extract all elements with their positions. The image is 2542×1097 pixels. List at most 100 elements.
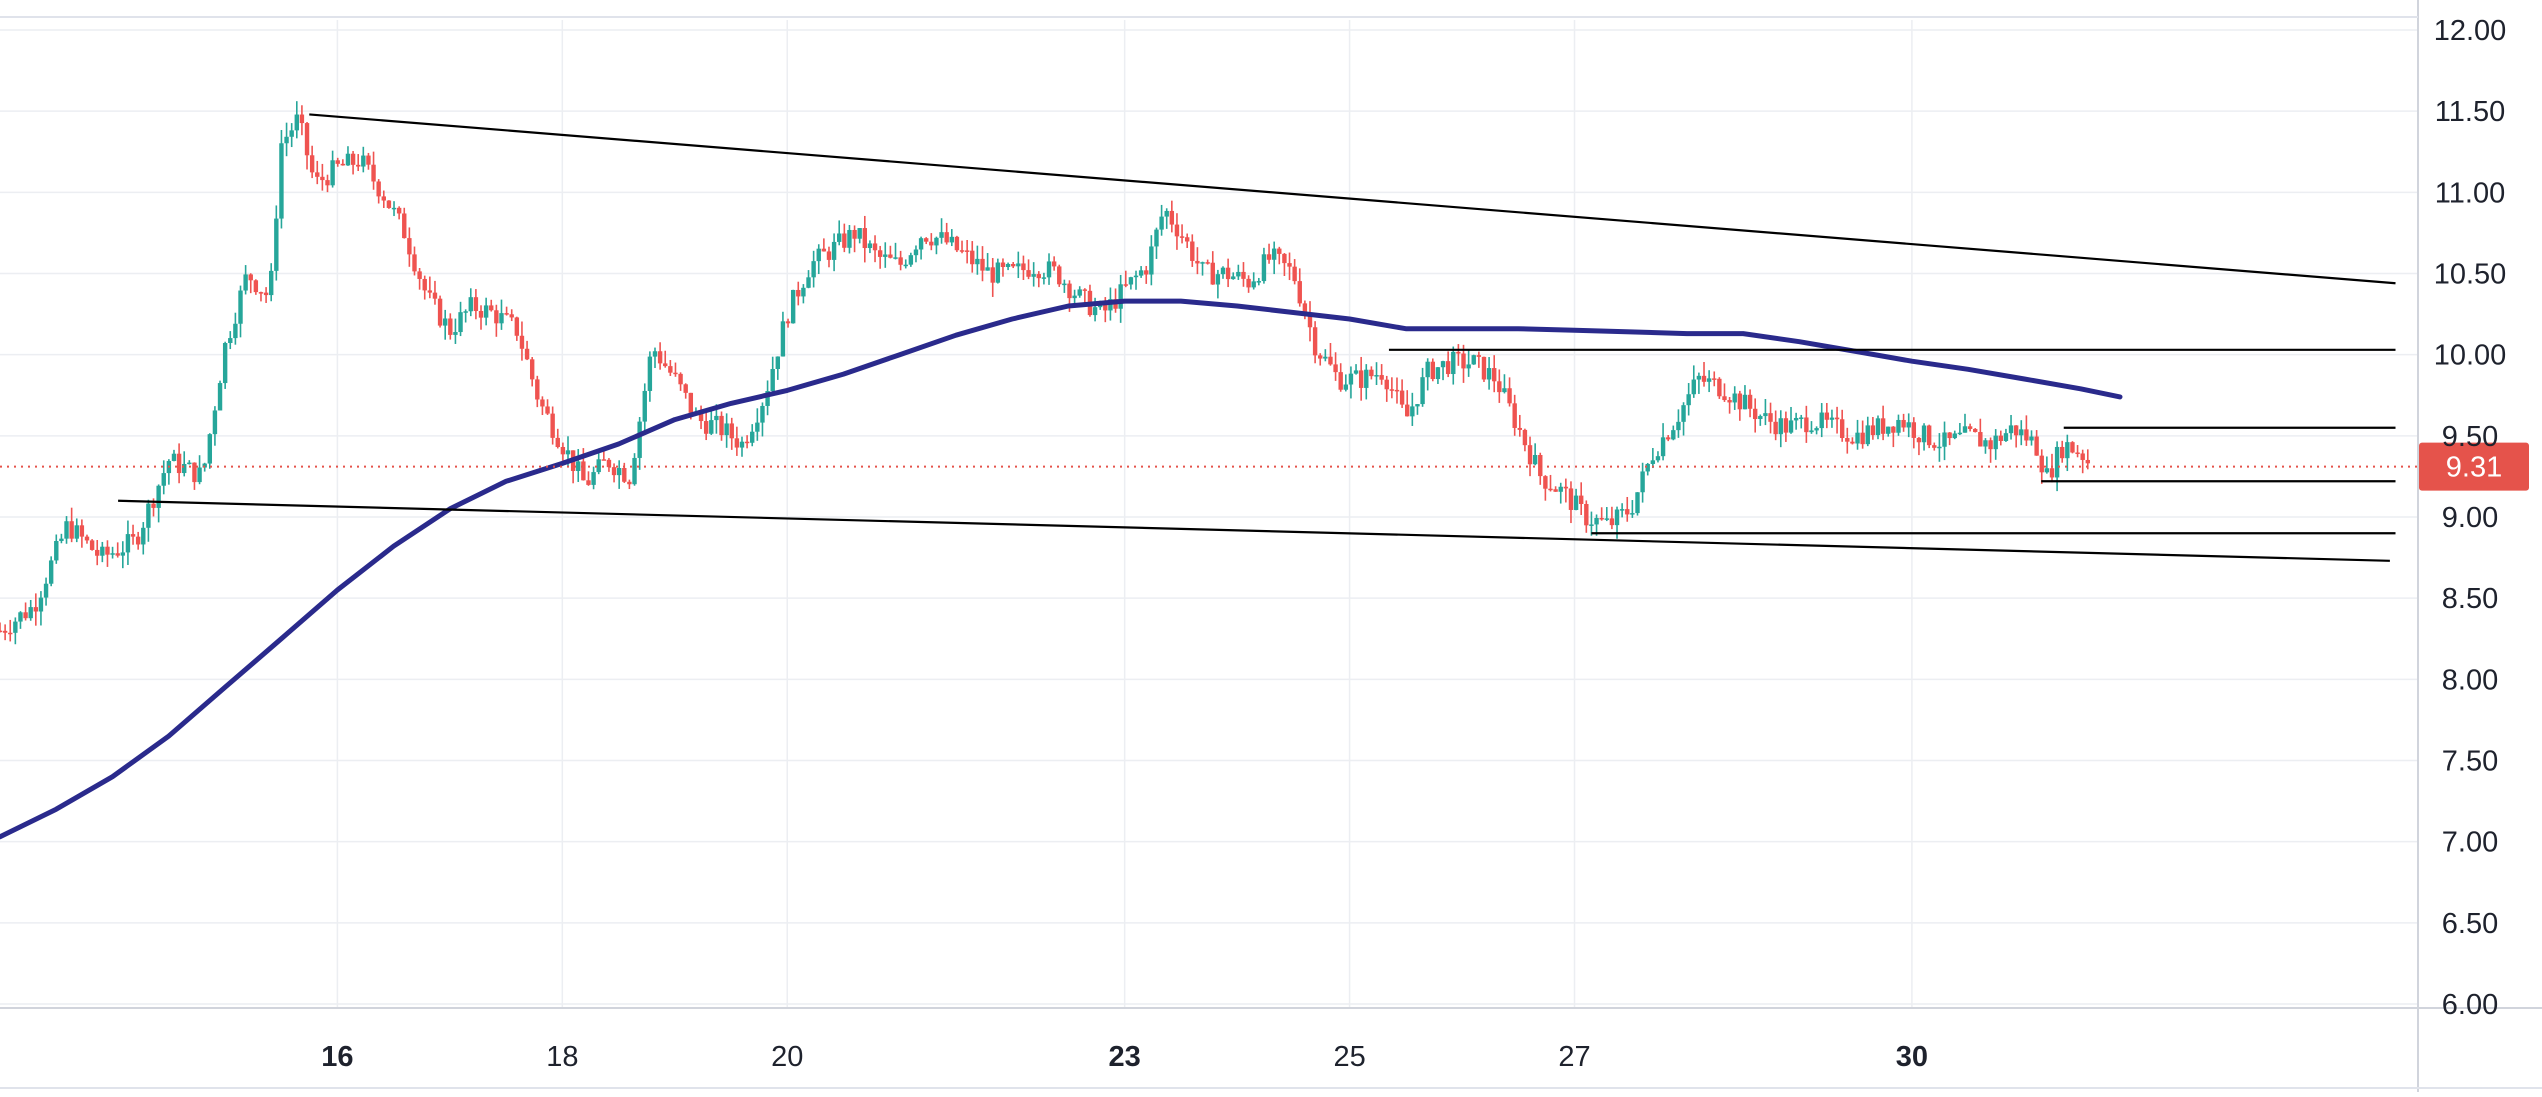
candle-body	[391, 207, 397, 210]
candle-body	[1410, 406, 1415, 417]
candle-body	[1415, 404, 1420, 407]
candle-body	[2013, 425, 2019, 436]
candle-body	[1231, 276, 1236, 280]
candle-body	[1532, 455, 1538, 465]
candle-body	[540, 399, 545, 407]
candle-body	[176, 453, 182, 474]
candle-body	[315, 172, 320, 177]
candle-body	[8, 632, 13, 635]
y-tick-label: 12.00	[2434, 15, 2507, 47]
candle-body	[2039, 455, 2044, 473]
candle-body	[1092, 307, 1098, 316]
x-tick-label: 20	[771, 1041, 803, 1073]
candle-body	[837, 233, 842, 242]
candle-body	[1655, 456, 1661, 461]
candle-body	[2054, 446, 2060, 478]
candle-body	[1046, 261, 1052, 278]
candle-body	[1318, 355, 1323, 359]
candle-body	[872, 243, 878, 251]
candle-body	[535, 379, 540, 400]
candle-body	[335, 160, 340, 164]
candle-body	[1691, 379, 1696, 395]
candle-body	[867, 243, 873, 249]
candle-body	[1650, 460, 1656, 464]
candle-body	[811, 261, 816, 278]
candle-body	[1195, 260, 1200, 264]
candle-body	[2085, 459, 2091, 464]
candle-body	[1865, 425, 1870, 445]
candle-body	[903, 264, 908, 267]
candle-body	[1016, 263, 1021, 267]
moving-average	[0, 298, 2123, 840]
candle-body	[1947, 432, 1952, 439]
candle-body	[1921, 425, 1927, 443]
x-tick-label: 25	[1333, 1041, 1365, 1073]
lower-trendline	[118, 499, 2390, 562]
candle-body	[1266, 254, 1272, 260]
candle-body	[1722, 396, 1727, 401]
candle-body	[1384, 379, 1389, 390]
candle-body	[274, 218, 279, 271]
candle-body	[1461, 353, 1466, 369]
candle-body	[453, 332, 458, 335]
candle-body	[2008, 425, 2014, 434]
candle-body	[1870, 425, 1876, 436]
candle-body	[1886, 426, 1891, 434]
candle-body	[1860, 432, 1865, 445]
candle-body	[806, 277, 811, 288]
candle-body	[1937, 446, 1942, 449]
candle-body	[918, 238, 924, 250]
candle-body	[1563, 486, 1569, 489]
candle-body	[1911, 422, 1917, 438]
candle-body	[1768, 413, 1773, 422]
candle-body	[1809, 430, 1814, 433]
candlesticks	[0, 101, 2091, 645]
candle-body	[1665, 437, 1671, 440]
candle-body	[28, 607, 33, 619]
candle-body	[228, 338, 233, 344]
candle-body	[714, 415, 719, 421]
candle-body	[1149, 246, 1154, 275]
candle-body	[1190, 241, 1195, 261]
candle-body	[1589, 524, 1594, 526]
candle-body	[1502, 388, 1507, 393]
candle-body	[79, 525, 85, 537]
candle-body	[48, 560, 54, 584]
y-tick-label: 8.50	[2442, 583, 2498, 615]
candle-body	[703, 421, 709, 434]
candle-body	[432, 292, 438, 299]
candle-body	[1466, 364, 1471, 369]
candle-body	[1783, 418, 1789, 433]
candle-body	[1241, 271, 1246, 279]
candle-body	[69, 521, 74, 539]
candle-body	[1348, 373, 1354, 385]
candle-body	[1926, 425, 1932, 446]
candle-body	[980, 258, 985, 271]
candle-body	[1681, 405, 1686, 422]
candle-body	[110, 553, 115, 555]
candle-body	[2024, 429, 2029, 441]
candle-body	[2049, 468, 2055, 478]
candle-body	[1077, 289, 1082, 296]
candle-body	[325, 180, 330, 186]
candle-body	[18, 612, 23, 622]
candle-body	[499, 313, 504, 324]
candle-body	[386, 200, 392, 208]
candle-body	[146, 503, 151, 528]
candle-body	[1819, 412, 1824, 429]
candle-body	[0, 630, 3, 633]
candle-body	[115, 553, 120, 556]
candle-body	[1174, 224, 1180, 237]
candle-body	[1538, 455, 1543, 477]
candle-body	[253, 280, 259, 293]
candle-body	[1568, 488, 1574, 510]
candle-body	[43, 583, 49, 598]
candle-body	[765, 391, 770, 406]
candle-body	[1527, 445, 1533, 465]
candle-body	[130, 534, 136, 537]
candle-body	[494, 310, 499, 324]
candle-body	[202, 463, 207, 468]
candle-body	[171, 453, 177, 461]
